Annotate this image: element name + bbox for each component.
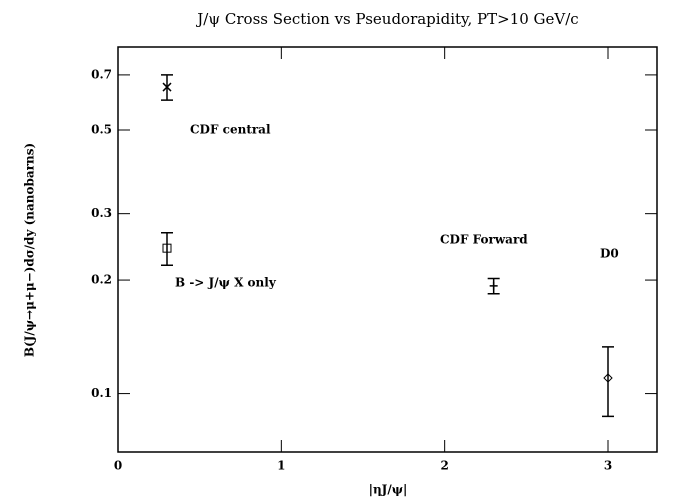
y-tick-label: 0.3 [91,206,112,220]
error-bar [161,231,173,266]
x-tick-label: 3 [604,459,612,473]
y-tick-label: 0.5 [91,123,112,137]
marker [162,82,172,92]
x-tick-label: 1 [277,459,285,473]
marker [162,243,172,253]
series-label: B -> J/ψ X only [175,276,277,290]
x-tick-label: 0 [114,459,122,473]
marker [489,281,498,290]
chart-title: J/ψ Cross Section vs Pseudorapidity, PT>… [195,10,578,28]
y-tick-label: 0.7 [91,67,112,81]
plot-frame [117,46,658,453]
x-tick-label: 2 [440,459,448,473]
y-tick-label: 0.2 [91,273,112,287]
series-label: D0 [600,247,619,261]
y-tick-label: 0.1 [91,386,112,400]
marker [603,373,613,383]
y-axis-label: B(J/ψ→μ+μ−)dσ/dy (nanobarns) [23,143,37,357]
x-axis-label: |ηJ/ψ| [369,483,408,497]
series-label: CDF central [190,123,271,137]
series-label: CDF Forward [440,233,528,247]
